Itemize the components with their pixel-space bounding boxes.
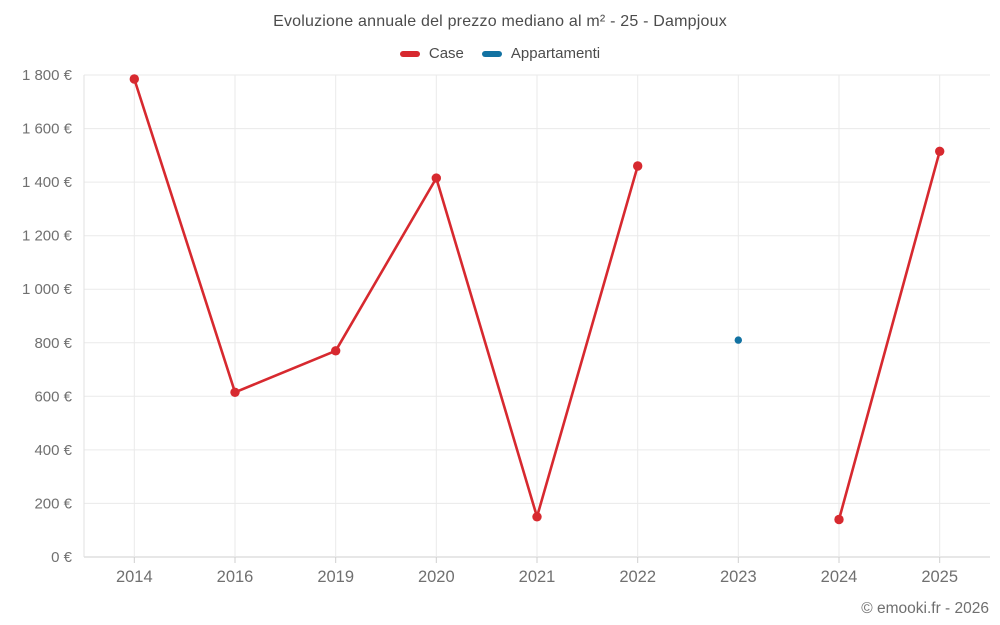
- data-point-case-2022[interactable]: [633, 161, 643, 171]
- chart-title: Evoluzione annuale del prezzo mediano al…: [273, 13, 727, 30]
- copyright-watermark: © emooki.fr - 2026: [861, 600, 989, 617]
- x-axis-label-2024: 2024: [821, 568, 858, 586]
- data-point-case-2014[interactable]: [129, 74, 139, 84]
- data-point-appartamenti-2023[interactable]: [734, 336, 742, 344]
- x-axis-label-2023: 2023: [720, 568, 757, 586]
- legend-label-appartamenti: Appartamenti: [510, 45, 601, 62]
- y-axis-label-400: 400 €: [34, 442, 72, 459]
- data-point-case-2016[interactable]: [230, 387, 240, 397]
- y-axis-label-1800: 1 800 €: [22, 67, 73, 84]
- y-axis-label-1000: 1 000 €: [22, 281, 73, 298]
- series-line-case: [133, 77, 941, 521]
- y-axis-label-1600: 1 600 €: [22, 121, 73, 138]
- y-axis-label-800: 800 €: [34, 335, 72, 352]
- data-point-case-2024[interactable]: [834, 514, 844, 525]
- x-axis-label-2021: 2021: [519, 568, 556, 586]
- x-axis-label-2022: 2022: [619, 568, 656, 586]
- legend-swatch-appartamenti: [481, 50, 502, 57]
- y-axis-label-0: 0 €: [51, 549, 73, 566]
- y-axis-label-600: 600 €: [34, 388, 72, 405]
- legend-swatch-case: [399, 50, 420, 57]
- x-axis-label-2019: 2019: [317, 568, 354, 586]
- legend-item-appartamenti[interactable]: Appartamenti: [481, 45, 601, 62]
- y-axis-label-1400: 1 400 €: [22, 174, 73, 191]
- data-point-case-2020[interactable]: [431, 173, 441, 183]
- x-axis-label-2020: 2020: [418, 568, 455, 586]
- x-axis-label-2016: 2016: [217, 568, 254, 586]
- y-axis-label-200: 200 €: [34, 495, 72, 512]
- chart-legend: Case Appartamenti: [0, 45, 1000, 62]
- legend-label-case: Case: [428, 45, 464, 62]
- y-axis-label-1200: 1 200 €: [22, 228, 73, 245]
- data-point-case-2019[interactable]: [331, 346, 341, 356]
- data-point-case-2025[interactable]: [935, 146, 945, 156]
- x-axis-label-2014: 2014: [116, 568, 153, 586]
- legend-item-case[interactable]: Case: [399, 45, 464, 62]
- data-point-case-2021[interactable]: [532, 512, 542, 522]
- x-axis-label-2025: 2025: [921, 568, 958, 586]
